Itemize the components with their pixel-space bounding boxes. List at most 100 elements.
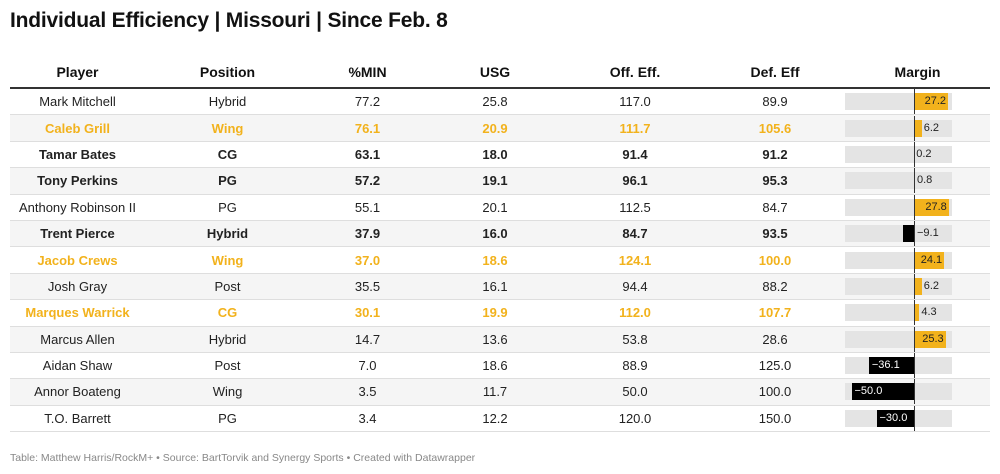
margin-bar bbox=[902, 225, 914, 243]
position-cell: Post bbox=[214, 278, 241, 294]
margin-cell: −50.0 bbox=[845, 379, 990, 405]
table-row: Josh Gray Post 35.5 16.1 94.4 88.2 6.2 bbox=[10, 273, 990, 301]
off-eff-cell: 112.0 bbox=[619, 305, 651, 321]
position-cell: CG bbox=[217, 305, 238, 321]
margin-cell: 27.8 bbox=[845, 194, 990, 220]
min-cell: 57.2 bbox=[354, 173, 381, 189]
margin-axis bbox=[914, 353, 915, 379]
min-cell: 55.1 bbox=[354, 199, 381, 215]
off-eff-cell: 91.4 bbox=[622, 146, 648, 162]
off-eff-cell: 94.4 bbox=[622, 278, 648, 294]
margin-bar-chart: 25.3 bbox=[845, 326, 990, 352]
def-eff-cell: 150.0 bbox=[758, 410, 792, 426]
margin-bar-chart: 4.3 bbox=[845, 300, 990, 326]
column-header-min[interactable]: %MIN bbox=[348, 64, 387, 80]
column-header-off-eff[interactable]: Off. Eff. bbox=[609, 64, 661, 80]
column-header-margin[interactable]: Margin bbox=[894, 64, 941, 80]
player-cell: Marcus Allen bbox=[40, 331, 115, 347]
margin-cell: 0.8 bbox=[845, 168, 990, 194]
margin-cell: −36.1 bbox=[845, 353, 990, 379]
min-cell: 77.2 bbox=[354, 94, 381, 110]
position-cell: Post bbox=[214, 358, 241, 374]
margin-axis bbox=[914, 221, 915, 247]
position-cell: PG bbox=[218, 199, 237, 215]
margin-bar-chart: 6.2 bbox=[845, 273, 990, 299]
column-header-def-eff[interactable]: Def. Eff bbox=[750, 64, 800, 80]
def-eff-cell: 105.6 bbox=[758, 120, 792, 136]
margin-value-label: −36.1 bbox=[871, 359, 900, 372]
off-eff-cell: 53.8 bbox=[622, 331, 648, 347]
min-cell: 30.1 bbox=[354, 305, 381, 321]
usg-cell: 12.2 bbox=[482, 410, 508, 426]
def-eff-cell: 100.0 bbox=[758, 252, 792, 268]
min-cell: 37.0 bbox=[354, 252, 381, 268]
margin-bar bbox=[914, 277, 922, 295]
position-cell: Wing bbox=[211, 120, 244, 136]
table-row: Trent Pierce Hybrid 37.9 16.0 84.7 93.5 −9.1 bbox=[10, 220, 990, 248]
player-cell: Jacob Crews bbox=[37, 252, 118, 268]
usg-cell: 18.6 bbox=[482, 252, 508, 268]
off-eff-cell: 124.1 bbox=[618, 252, 652, 268]
margin-bar bbox=[914, 93, 948, 111]
off-eff-cell: 117.0 bbox=[619, 94, 651, 110]
player-cell: Josh Gray bbox=[47, 278, 108, 294]
def-eff-cell: 91.2 bbox=[762, 146, 788, 162]
player-cell: Marques Warrick bbox=[25, 305, 130, 321]
margin-bar-background bbox=[845, 172, 952, 190]
usg-cell: 18.0 bbox=[482, 146, 508, 162]
position-cell: Wing bbox=[211, 252, 244, 268]
margin-bar-background bbox=[845, 145, 952, 163]
margin-axis bbox=[914, 115, 915, 141]
column-header-usg[interactable]: USG bbox=[479, 64, 511, 80]
margin-axis bbox=[914, 141, 915, 167]
margin-cell: 24.1 bbox=[845, 247, 990, 273]
margin-bar-chart: 27.2 bbox=[845, 89, 990, 115]
column-header-position[interactable]: Position bbox=[199, 64, 256, 80]
def-eff-cell: 88.2 bbox=[762, 278, 788, 294]
player-cell: Aidan Shaw bbox=[42, 358, 113, 374]
min-cell: 7.0 bbox=[358, 358, 377, 374]
column-header-player[interactable]: Player bbox=[56, 64, 99, 80]
table-row: Tony Perkins PG 57.2 19.1 96.1 95.3 0.8 bbox=[10, 168, 990, 195]
footer-credits: Table: Matthew Harris/RockM+ • Source: B… bbox=[10, 452, 476, 464]
margin-bar-chart: −50.0 bbox=[845, 379, 990, 405]
position-cell: Hybrid bbox=[206, 226, 249, 242]
margin-cell: −30.0 bbox=[845, 405, 990, 431]
def-eff-cell: 125.0 bbox=[758, 358, 792, 374]
usg-cell: 18.6 bbox=[482, 358, 508, 374]
margin-value-label: −50.0 bbox=[854, 385, 883, 398]
def-eff-cell: 89.9 bbox=[762, 94, 788, 110]
margin-cell: 6.2 bbox=[845, 115, 990, 141]
margin-axis bbox=[914, 379, 915, 405]
off-eff-cell: 111.7 bbox=[619, 120, 651, 136]
table-row: Anthony Robinson II PG 55.1 20.1 112.5 84.7 27… bbox=[10, 194, 990, 221]
margin-bar-background bbox=[845, 304, 952, 322]
margin-bar bbox=[851, 383, 914, 401]
usg-cell: 20.9 bbox=[482, 120, 508, 136]
min-cell: 35.5 bbox=[354, 278, 381, 294]
usg-cell: 19.1 bbox=[482, 173, 508, 189]
player-cell: Mark Mitchell bbox=[39, 94, 116, 110]
margin-value-label: 4.3 bbox=[921, 306, 937, 319]
margin-axis bbox=[914, 405, 915, 431]
table-row: Tamar Bates CG 63.1 18.0 91.4 91.2 0.2 bbox=[10, 141, 990, 169]
margin-axis bbox=[914, 194, 915, 220]
margin-bar-chart: 27.8 bbox=[845, 194, 990, 220]
player-cell: Tamar Bates bbox=[38, 146, 117, 162]
player-cell: Trent Pierce bbox=[40, 226, 115, 242]
margin-value-label: −30.0 bbox=[879, 411, 908, 424]
min-cell: 3.5 bbox=[358, 384, 377, 400]
position-cell: Wing bbox=[212, 384, 243, 400]
margin-axis bbox=[914, 168, 915, 194]
def-eff-cell: 93.5 bbox=[762, 226, 788, 242]
table-row: Marcus Allen Hybrid 14.7 13.6 53.8 28.6 25.3 bbox=[10, 326, 990, 353]
margin-cell: 27.2 bbox=[845, 89, 990, 115]
table-header: Player Position %MIN USG Off. Eff. Def. … bbox=[10, 57, 990, 89]
margin-bar-chart: −30.0 bbox=[845, 405, 990, 431]
margin-value-label: 6.2 bbox=[923, 279, 940, 292]
margin-axis bbox=[914, 247, 915, 273]
margin-cell: 4.3 bbox=[845, 300, 990, 326]
player-cell: Caleb Grill bbox=[44, 120, 111, 136]
margin-bar-background bbox=[845, 277, 952, 295]
margin-value-label: 24.1 bbox=[920, 253, 943, 266]
